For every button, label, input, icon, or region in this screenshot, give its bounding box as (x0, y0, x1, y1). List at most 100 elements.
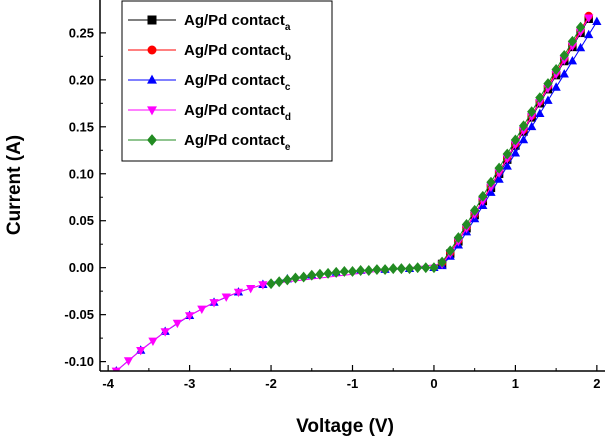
legend-item-b: Ag/Pd contactb (128, 42, 291, 63)
data-point (453, 232, 464, 244)
data-point (584, 14, 594, 23)
data-point (372, 264, 382, 276)
data-point (413, 262, 423, 274)
data-point (429, 262, 439, 274)
data-point (396, 263, 406, 275)
legend-item-c: Ag/Pd contactc (128, 72, 291, 93)
x-tick-label: -3 (184, 376, 196, 391)
data-point (380, 264, 390, 276)
legend: Ag/Pd contacta Ag/Pd contactb Ag/Pd contac… (121, 0, 333, 162)
data-point (567, 56, 578, 65)
data-point (221, 293, 231, 302)
data-point (307, 269, 317, 281)
legend-label: Ag/Pd contactc (184, 72, 291, 93)
x-tick-label: 0 (430, 376, 437, 391)
data-point (470, 204, 480, 216)
data-point (148, 337, 158, 346)
data-point (567, 35, 578, 47)
legend-marker (147, 45, 157, 55)
x-tick-label: 1 (512, 376, 519, 391)
data-point (356, 265, 366, 276)
data-point (197, 305, 207, 315)
data-point (543, 78, 553, 90)
y-tick-label: -0.10 (64, 354, 94, 369)
y-tick-label: -0.05 (64, 307, 94, 322)
data-point (233, 288, 244, 298)
series-e (266, 21, 586, 290)
y-tick-label: 0.15 (69, 119, 94, 134)
legend-label: Ag/Pd contacta (184, 12, 291, 33)
data-point (160, 328, 170, 337)
x-tick-label: -4 (102, 376, 114, 391)
data-point (494, 162, 504, 174)
data-point (111, 367, 121, 371)
y-tick-label: 0.20 (69, 72, 94, 87)
data-point (136, 346, 146, 356)
data-point (331, 266, 341, 278)
data-layer (111, 11, 602, 371)
data-point (461, 219, 472, 230)
data-point (502, 161, 512, 170)
legend-item-a: Ag/Pd contacta (128, 12, 291, 33)
data-point (184, 312, 195, 321)
data-point (388, 263, 398, 275)
data-point (282, 274, 292, 286)
data-point (592, 16, 602, 25)
data-point (246, 284, 256, 294)
y-tick-label: 0.00 (69, 260, 94, 275)
legend-marker (147, 106, 157, 116)
y-axis-title: Current (A) (4, 135, 25, 235)
data-point (584, 29, 594, 39)
data-point (266, 278, 276, 290)
data-point (575, 42, 586, 52)
data-point (315, 268, 325, 280)
data-point (551, 82, 561, 91)
data-point (209, 299, 219, 308)
data-point (339, 265, 349, 277)
data-point (421, 262, 431, 274)
legend-label: Ag/Pd contactd (184, 102, 291, 123)
data-point (404, 263, 415, 275)
data-point (551, 64, 561, 75)
x-axis-title: Voltage (V) (296, 416, 394, 437)
axes: -4 -3 -2 -1 0 1 2 -0.10 -0.05 0.00 0.05 0.10 0.15 0.2… (64, 0, 605, 391)
data-point (535, 92, 545, 104)
legend-box (121, 0, 333, 162)
x-tick-label: 2 (593, 376, 600, 391)
data-point (258, 281, 268, 290)
data-point (478, 190, 488, 202)
y-tick-label: 0.05 (69, 213, 94, 228)
data-point (364, 265, 374, 276)
data-point (494, 174, 504, 183)
data-point (502, 148, 512, 160)
data-point (445, 245, 455, 257)
data-point (575, 21, 586, 33)
data-point (323, 267, 333, 279)
data-point (543, 95, 553, 104)
legend-marker (147, 15, 157, 25)
data-point (486, 176, 496, 188)
data-point (527, 106, 537, 118)
data-point (527, 121, 537, 131)
legend-marker (147, 134, 157, 146)
data-point (274, 276, 284, 288)
legend-label: Ag/Pd contactb (184, 42, 291, 63)
x-tick-label: -1 (347, 376, 359, 391)
data-point (510, 134, 521, 146)
legend-item-d: Ag/Pd contactd (128, 102, 291, 123)
x-tick-label: -2 (265, 376, 277, 391)
y-tick-label: 0.25 (69, 25, 94, 40)
data-point (535, 108, 545, 118)
data-point (559, 69, 569, 78)
legend-item-e: Ag/Pd contacte (128, 132, 291, 153)
data-point (518, 120, 529, 132)
data-point (518, 134, 529, 144)
data-point (437, 256, 447, 268)
legend-label: Ag/Pd contacte (184, 132, 291, 153)
data-point (123, 357, 134, 366)
data-point (559, 49, 569, 61)
data-point (299, 271, 309, 283)
data-point (290, 272, 301, 284)
data-point (347, 265, 358, 277)
